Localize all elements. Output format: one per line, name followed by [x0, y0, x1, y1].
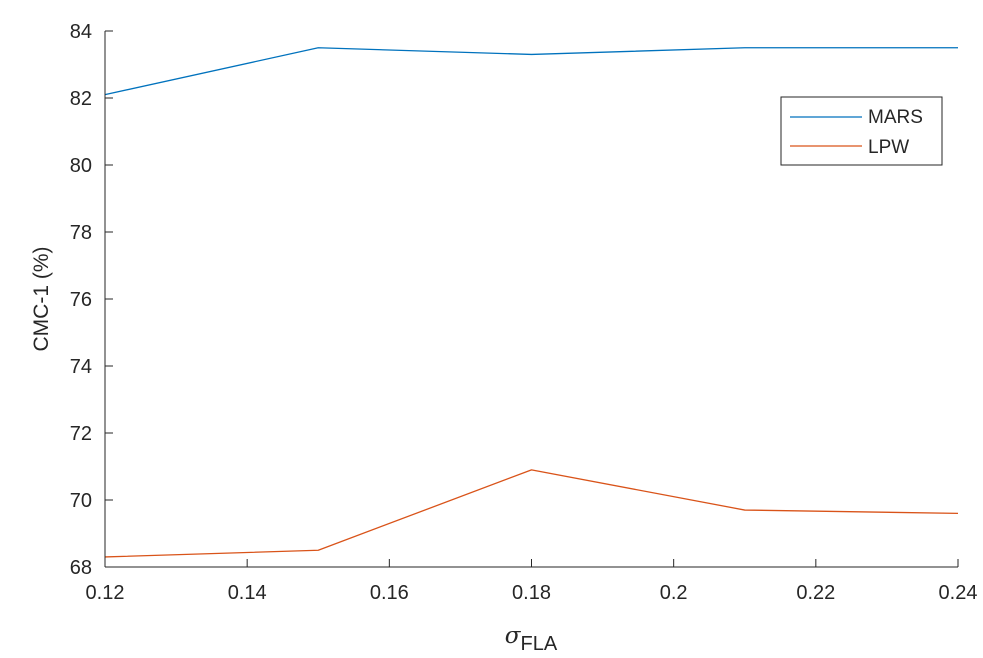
y-tick-label: 68 [70, 557, 92, 579]
y-tick-label: 74 [70, 356, 92, 378]
x-tick-label: 0.18 [512, 582, 551, 604]
y-tick-label: 82 [70, 88, 92, 110]
legend-label-lpw: LPW [868, 137, 909, 158]
x-axis-label: σFLA [505, 623, 558, 655]
x-tick-label: 0.16 [370, 582, 409, 604]
series-line-lpw [104, 469, 959, 558]
series-layer [104, 47, 959, 558]
y-tick-label: 72 [70, 423, 92, 445]
y-tick-label: 80 [70, 155, 92, 177]
y-tick-label: 84 [70, 21, 92, 43]
y-tick-label: 78 [70, 222, 92, 244]
x-tick-label: 0.2 [660, 582, 688, 604]
x-tick-label: 0.14 [228, 582, 267, 604]
x-tick-label: 0.22 [796, 582, 835, 604]
x-axis-label-symbol: σ [505, 623, 522, 649]
x-axis-label-subscript: FLA [521, 633, 558, 655]
y-ticks: 68 70 72 74 76 78 80 82 84 [70, 21, 113, 579]
legend-box [780, 96, 943, 166]
legend: MARS LPW [780, 96, 943, 166]
series-line-mars [104, 47, 958, 96]
legend-label-mars: MARS [868, 107, 923, 128]
x-ticks: 0.12 0.14 0.16 0.18 0.2 0.22 0.24 [86, 559, 978, 604]
y-tick-label: 76 [70, 289, 92, 311]
x-tick-label: 0.12 [86, 582, 125, 604]
y-tick-label: 70 [70, 490, 92, 512]
y-axis-label: CMC-1 (%) [30, 247, 53, 352]
x-tick-label: 0.24 [939, 582, 978, 604]
